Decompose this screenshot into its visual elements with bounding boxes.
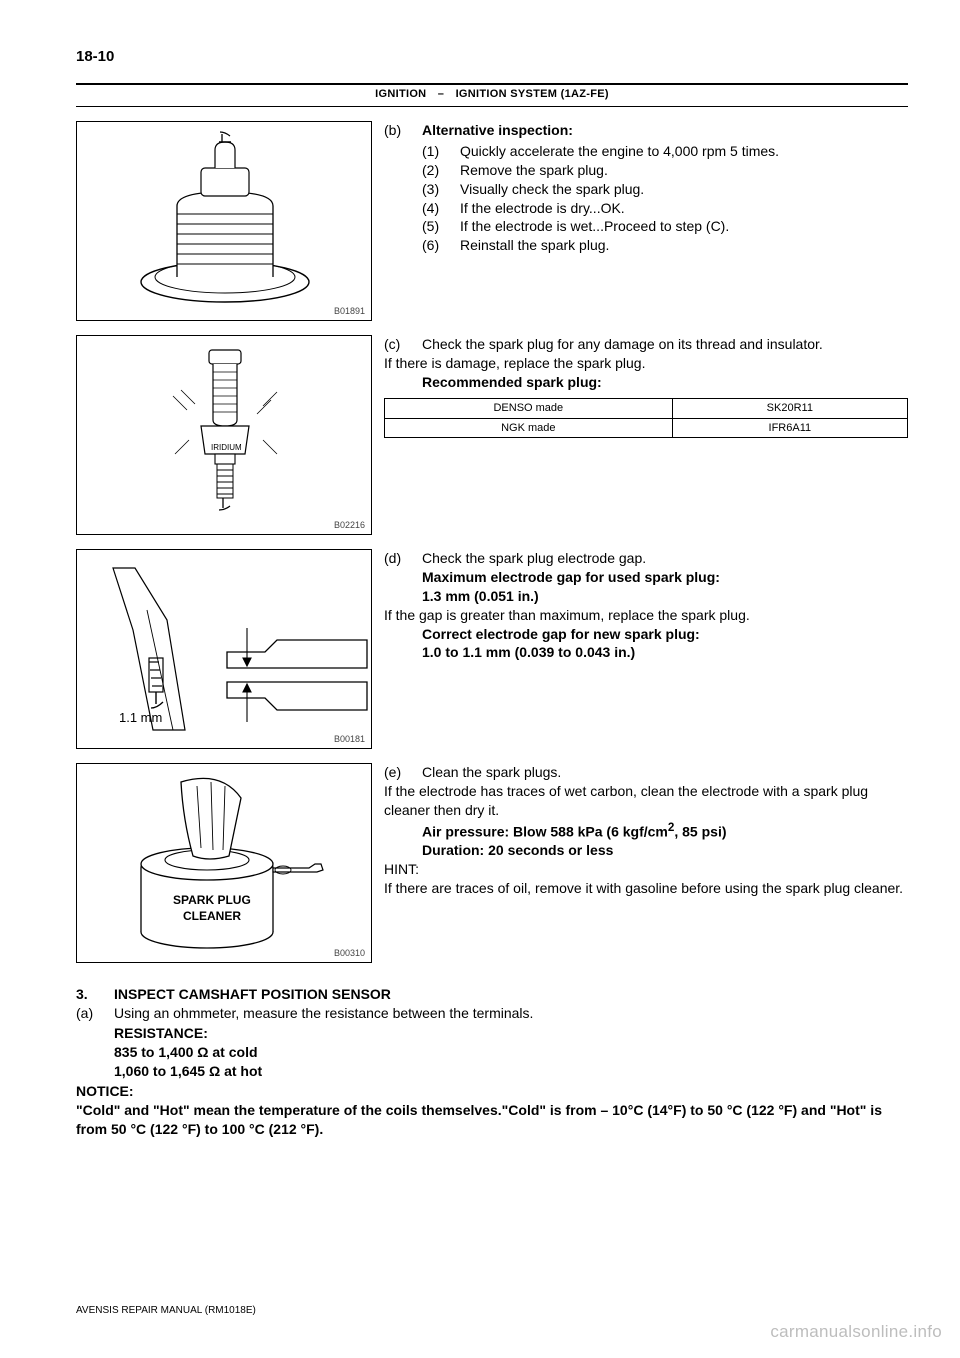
hint-text: If there are traces of oil, remove it wi… bbox=[384, 879, 908, 898]
step3-title: INSPECT CAMSHAFT POSITION SENSOR bbox=[114, 985, 908, 1004]
step-text: If the electrode is wet...Proceed to ste… bbox=[460, 217, 908, 236]
step-text: If the electrode is dry...OK. bbox=[460, 199, 908, 218]
header-dash: – bbox=[438, 88, 444, 100]
step3-marker: 3. bbox=[76, 985, 114, 1004]
table-cell: IFR6A11 bbox=[672, 418, 907, 438]
step-num: (3) bbox=[422, 180, 460, 199]
figure-code: B00310 bbox=[334, 948, 365, 958]
notice-text: "Cold" and "Hot" mean the temperature of… bbox=[76, 1101, 908, 1140]
sec-d-line3: 1.3 mm (0.051 in.) bbox=[422, 587, 908, 606]
gap-label: 1.1 mm bbox=[119, 710, 162, 725]
header-right: IGNITION SYSTEM (1AZ-FE) bbox=[456, 88, 609, 100]
spark-plug-table: DENSO made SK20R11 NGK made IFR6A11 bbox=[384, 398, 908, 439]
sec-e-line2: If the electrode has traces of wet carbo… bbox=[384, 782, 908, 820]
figure-spark-plug-full: IRIDIUM B02216 bbox=[76, 335, 372, 535]
sec-d-line4: If the gap is greater than maximum, repl… bbox=[384, 606, 908, 625]
hint-label: HINT: bbox=[384, 860, 908, 879]
marker-c: (c) bbox=[384, 335, 422, 354]
table-cell: SK20R11 bbox=[672, 398, 907, 418]
sec-d-line6: 1.0 to 1.1 mm (0.039 to 0.043 in.) bbox=[422, 643, 908, 662]
resistance-hot: 1,060 to 1,645 Ω at hot bbox=[114, 1062, 908, 1081]
figure-spark-plug-dry: B01891 bbox=[76, 121, 372, 321]
figure-code: B01891 bbox=[334, 306, 365, 316]
step-num: (2) bbox=[422, 161, 460, 180]
sec-e-line4: Duration: 20 seconds or less bbox=[422, 841, 908, 860]
page-number: 18-10 bbox=[76, 48, 908, 65]
section-header: IGNITION – IGNITION SYSTEM (1AZ-FE) bbox=[76, 85, 908, 107]
resistance-label: RESISTANCE: bbox=[114, 1024, 908, 1043]
marker-b: (b) bbox=[384, 121, 422, 255]
cleaner-label-1: SPARK PLUG bbox=[173, 893, 251, 907]
marker-e: (e) bbox=[384, 763, 422, 782]
step-num: (1) bbox=[422, 142, 460, 161]
figure-code: B02216 bbox=[334, 520, 365, 530]
sec-d-line1: Check the spark plug electrode gap. bbox=[422, 549, 908, 568]
svg-text:IRIDIUM: IRIDIUM bbox=[211, 443, 242, 452]
step-num: (5) bbox=[422, 217, 460, 236]
step-text: Quickly accelerate the engine to 4,000 r… bbox=[460, 142, 908, 161]
step-text: Visually check the spark plug. bbox=[460, 180, 908, 199]
figure-electrode-gap: 1.1 mm B00181 bbox=[76, 549, 372, 749]
step-a-text: Using an ohmmeter, measure the resistanc… bbox=[114, 1004, 908, 1023]
header-left: IGNITION bbox=[375, 88, 426, 100]
sec-c-line2: If there is damage, replace the spark pl… bbox=[384, 354, 908, 373]
step-num: (4) bbox=[422, 199, 460, 218]
table-cell: NGK made bbox=[385, 418, 673, 438]
step-text: Reinstall the spark plug. bbox=[460, 236, 908, 255]
sec-b-title: Alternative inspection: bbox=[422, 121, 908, 140]
sec-e-line1: Clean the spark plugs. bbox=[422, 763, 908, 782]
marker-d: (d) bbox=[384, 549, 422, 606]
sec-c-line3: Recommended spark plug: bbox=[422, 373, 908, 392]
notice-label: NOTICE: bbox=[76, 1082, 908, 1101]
sec-c-line1: Check the spark plug for any damage on i… bbox=[422, 335, 908, 354]
resistance-cold: 835 to 1,400 Ω at cold bbox=[114, 1043, 908, 1062]
watermark: carmanualsonline.info bbox=[770, 1322, 942, 1342]
table-row: NGK made IFR6A11 bbox=[385, 418, 908, 438]
figure-spark-plug-cleaner: SPARK PLUG CLEANER B00310 bbox=[76, 763, 372, 963]
figure-code: B00181 bbox=[334, 734, 365, 744]
marker-a: (a) bbox=[76, 1004, 114, 1023]
footer-text: AVENSIS REPAIR MANUAL (RM1018E) bbox=[76, 1305, 256, 1316]
step-text: Remove the spark plug. bbox=[460, 161, 908, 180]
table-row: DENSO made SK20R11 bbox=[385, 398, 908, 418]
table-cell: DENSO made bbox=[385, 398, 673, 418]
sec-d-line5: Correct electrode gap for new spark plug… bbox=[422, 625, 908, 644]
step-num: (6) bbox=[422, 236, 460, 255]
cleaner-label-2: CLEANER bbox=[183, 909, 241, 923]
sec-e-line3: Air pressure: Blow 588 kPa (6 kgf/cm2, 8… bbox=[422, 820, 908, 842]
sec-d-line2: Maximum electrode gap for used spark plu… bbox=[422, 568, 908, 587]
